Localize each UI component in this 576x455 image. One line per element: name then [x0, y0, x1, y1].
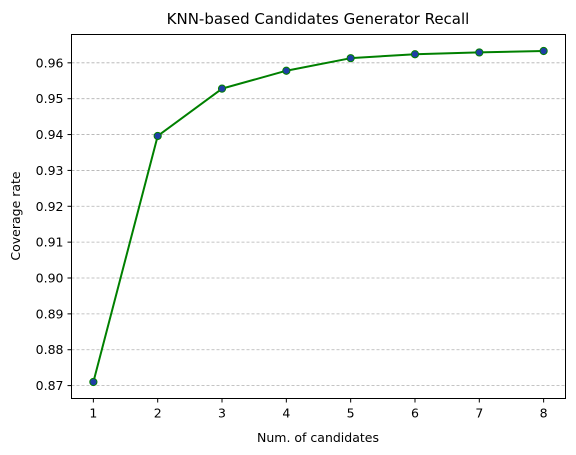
y-tick-label: 0.88 [36, 342, 64, 357]
data-point [89, 377, 98, 387]
grid-lines [71, 62, 566, 386]
x-tick-label: 8 [540, 406, 548, 421]
x-axis-label: Num. of candidates [257, 430, 379, 445]
data-point [346, 54, 355, 63]
chart-title: KNN-based Candidates Generator Recall [167, 10, 470, 28]
y-ticks: 0.87 0.88 0.89 0.90 0.91 0.92 0.93 0.94 0.95 0.96 [36, 55, 72, 393]
series-line [92, 50, 544, 383]
y-tick-label: 0.89 [36, 306, 64, 321]
x-tick-label: 6 [411, 406, 419, 421]
y-tick-label: 0.93 [36, 163, 64, 178]
data-point [410, 50, 420, 59]
series [89, 46, 548, 387]
data-point [282, 66, 291, 75]
y-tick-label: 0.91 [36, 235, 64, 250]
y-tick-label: 0.96 [36, 55, 64, 70]
y-tick-label: 0.92 [36, 199, 64, 214]
y-tick-label: 0.95 [36, 91, 64, 106]
x-tick-label: 3 [218, 406, 226, 421]
plot-frame [71, 34, 566, 399]
x-tick-label: 5 [347, 406, 355, 421]
data-point [153, 131, 162, 141]
data-point [539, 46, 548, 56]
x-ticks: 1 2 3 4 5 6 7 8 [89, 398, 548, 421]
y-tick-label: 0.94 [36, 127, 64, 142]
x-tick-label: 7 [475, 406, 483, 421]
x-tick-label: 1 [89, 406, 97, 421]
data-point [217, 84, 227, 93]
x-tick-label: 2 [154, 406, 162, 421]
data-point [475, 48, 484, 57]
y-axis-label: Coverage rate [8, 171, 23, 261]
x-tick-label: 4 [282, 406, 290, 421]
y-tick-label: 0.90 [36, 271, 64, 286]
y-tick-label: 0.87 [36, 378, 64, 393]
